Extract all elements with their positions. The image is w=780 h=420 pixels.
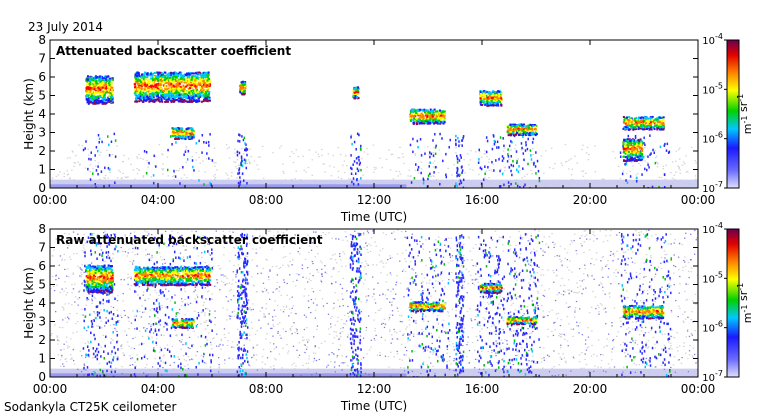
- cloud-layer: [133, 71, 212, 103]
- cloud-layer: [622, 304, 665, 320]
- cloud-layer: [133, 266, 212, 287]
- y-axis-label: Height (km): [22, 78, 36, 149]
- colorbar-gradient: [726, 39, 740, 189]
- x-tick-label: 12:00: [357, 382, 392, 396]
- colorbar-tick-label: 10-7: [702, 369, 723, 384]
- y-tick-label: 2: [38, 333, 46, 347]
- y-tick-label: 3: [38, 315, 46, 329]
- cloud-layer: [479, 89, 503, 107]
- cloud-layer: [85, 75, 115, 105]
- colorbar: 10-4 10-5 10-6 10-7 m-1 sr-1: [702, 32, 754, 195]
- colorbar-tick-label: 10-4: [702, 221, 723, 236]
- y-tick-label: 4: [38, 107, 46, 121]
- x-tick-label: 16:00: [465, 382, 500, 396]
- y-tick-label: 7: [38, 241, 46, 255]
- x-tick-label: 08:00: [249, 193, 284, 207]
- signal-columns: [82, 132, 671, 188]
- cloud-layers: [85, 264, 665, 330]
- x-tick-label: 04:00: [141, 193, 176, 207]
- x-axis-label: Time (UTC): [340, 210, 407, 224]
- cloud-layers: [85, 71, 665, 162]
- plot-frame: [49, 39, 699, 189]
- cloud-layer: [409, 301, 447, 313]
- backscatter-panel: 0 1 2 3 4 5 6 7 8 00:00 04:00 08:00 12:00 16:00 20:00 0…: [22, 32, 754, 224]
- y-tick-label: 2: [38, 144, 46, 158]
- colorbar-tick-label: 10-6: [702, 131, 723, 146]
- backscatter-heatmap: [50, 71, 698, 188]
- cloud-layer: [622, 138, 644, 162]
- y-tick-label: 4: [38, 296, 46, 310]
- cloud-layer: [506, 123, 538, 137]
- y-tick-label: 1: [38, 352, 46, 366]
- raw-backscatter-panel: 0 1 2 3 4 5 6 7 8 00:00 04:00 08:00 12:00 16:00 20:00 0…: [22, 221, 754, 413]
- colorbar-unit-label: m-1 sr-1: [736, 94, 754, 134]
- colorbar-tick-label: 10-5: [702, 270, 723, 285]
- cloud-layer: [171, 317, 195, 330]
- cloud-layer: [85, 264, 115, 294]
- date-label: 23 July 2014: [28, 20, 104, 34]
- surface-layer-dense: [50, 373, 407, 377]
- surface-layer-dense: [50, 184, 407, 188]
- raw-backscatter-heatmap: [50, 229, 698, 377]
- x-tick-label: 08:00: [249, 382, 284, 396]
- cloud-layer: [352, 86, 360, 100]
- x-tick-label: 20:00: [573, 382, 608, 396]
- colorbar-tick-label: 10-7: [702, 180, 723, 195]
- cloud-layer: [239, 80, 247, 96]
- colorbar-gradient: [726, 228, 740, 378]
- cloud-layer: [409, 108, 446, 126]
- cloud-layer: [622, 115, 665, 131]
- x-tick-label: 20:00: [573, 193, 608, 207]
- cloud-layer: [506, 316, 538, 326]
- y-axis-label: Height (km): [22, 267, 36, 338]
- cloud-layer: [171, 127, 195, 141]
- y-tick-label: 5: [38, 278, 46, 292]
- panel-title: Attenuated backscatter coefficient: [56, 44, 291, 58]
- x-tick-label: 00:00: [33, 193, 68, 207]
- x-tick-label: 04:00: [141, 382, 176, 396]
- x-tick-label: 00:00: [681, 193, 716, 207]
- axis-ticks: 0 1 2 3 4 5 6 7 8 00:00 04:00 08:00 12:00 16:00 20:00 0…: [33, 33, 716, 207]
- x-axis-label: Time (UTC): [340, 399, 407, 413]
- x-tick-label: 00:00: [681, 382, 716, 396]
- y-tick-label: 6: [38, 259, 46, 273]
- y-tick-label: 6: [38, 70, 46, 84]
- colorbar: 10-4 10-5 10-6 10-7 m-1 sr-1: [702, 221, 754, 384]
- x-tick-label: 16:00: [465, 193, 500, 207]
- y-tick-label: 0: [38, 181, 46, 195]
- signal-columns: [53, 229, 698, 377]
- panel-title: Raw attenuated backscatter coefficient: [56, 233, 323, 247]
- y-tick-label: 8: [38, 33, 46, 47]
- colorbar-tick-label: 10-4: [702, 32, 723, 47]
- x-tick-label: 12:00: [357, 193, 392, 207]
- colorbar-tick-label: 10-5: [702, 81, 723, 96]
- cloud-layer: [479, 282, 503, 294]
- y-tick-label: 8: [38, 222, 46, 236]
- y-tick-label: 3: [38, 126, 46, 140]
- y-tick-label: 7: [38, 52, 46, 66]
- colorbar-unit-label: m-1 sr-1: [736, 283, 754, 323]
- colorbar-tick-label: 10-6: [702, 320, 723, 335]
- background-noise: [50, 229, 698, 377]
- axis-ticks: 0 1 2 3 4 5 6 7 8 00:00 04:00 08:00 12:00 16:00 20:00 0…: [33, 222, 716, 396]
- instrument-label: Sodankyla CT25K ceilometer: [4, 400, 177, 414]
- y-tick-label: 5: [38, 89, 46, 103]
- y-tick-label: 0: [38, 370, 46, 384]
- y-tick-label: 1: [38, 163, 46, 177]
- x-tick-label: 00:00: [33, 382, 68, 396]
